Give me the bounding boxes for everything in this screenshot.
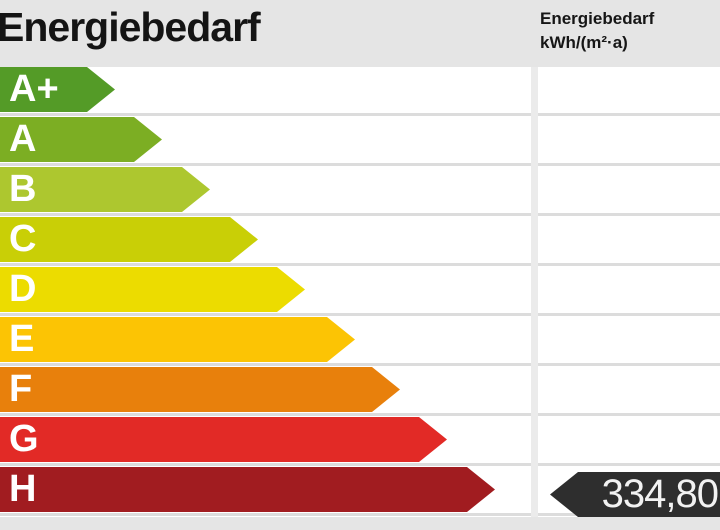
energy-band-row-F: F <box>0 367 720 417</box>
row-separator <box>0 262 720 267</box>
unit-label: Energiebedarf kWh/(m²·a) <box>540 7 654 55</box>
energy-band-row-D: D <box>0 267 720 317</box>
energy-band-row-B: B <box>0 167 720 217</box>
energy-band-row-G: G <box>0 417 720 467</box>
energy-band-label: E <box>9 318 35 360</box>
energy-scale: A+ A B C D E F G H <box>0 67 720 517</box>
energy-band-label: C <box>9 218 37 260</box>
row-separator <box>0 312 720 317</box>
row-separator <box>0 462 720 467</box>
energy-band-label: A <box>9 118 37 160</box>
energy-band-row-A: A <box>0 117 720 167</box>
page-title: Energiebedarf <box>0 4 261 50</box>
energy-band-label: D <box>9 268 37 310</box>
row-separator <box>0 162 720 167</box>
value-tag: 334,80 <box>550 472 720 517</box>
energy-band-bar-B: B <box>0 167 210 212</box>
energy-band-label: A+ <box>9 68 59 110</box>
energy-band-row-C: C <box>0 217 720 267</box>
unit-label-line1: Energiebedarf <box>540 9 655 28</box>
energy-band-bar-A+: A+ <box>0 67 115 112</box>
energy-band-label: F <box>9 368 33 410</box>
energy-band-label: G <box>9 418 39 460</box>
row-separator <box>0 362 720 367</box>
energy-band-bar-E: E <box>0 317 355 362</box>
row-separator <box>0 512 720 517</box>
energy-band-bar-F: F <box>0 367 400 412</box>
footer-strip <box>0 517 720 530</box>
column-divider <box>531 67 538 517</box>
energy-band-bar-G: G <box>0 417 447 462</box>
energy-band-row-A+: A+ <box>0 67 720 117</box>
energy-band-label: H <box>9 468 37 510</box>
energy-band-bar-H: H <box>0 467 495 512</box>
energy-band-bar-C: C <box>0 217 258 262</box>
row-separator <box>0 212 720 217</box>
header: Energiebedarf Energiebedarf kWh/(m²·a) <box>0 0 720 67</box>
energy-band-bar-A: A <box>0 117 162 162</box>
energy-band-bar-D: D <box>0 267 305 312</box>
value-text: 334,80 <box>601 472 719 516</box>
row-separator <box>0 412 720 417</box>
unit-label-line2: kWh/(m²·a) <box>540 33 628 52</box>
row-separator <box>0 112 720 117</box>
energy-band-row-E: E <box>0 317 720 367</box>
energy-band-label: B <box>9 168 37 210</box>
